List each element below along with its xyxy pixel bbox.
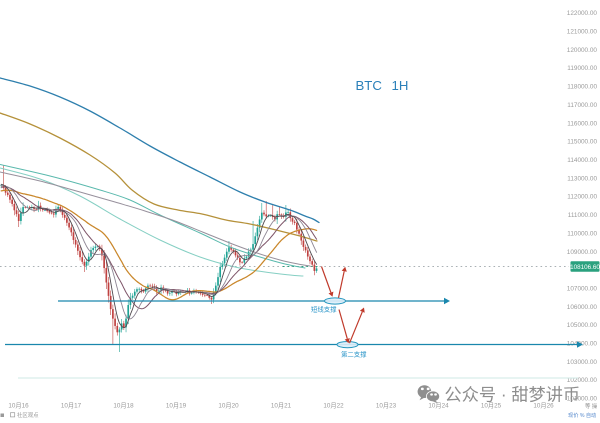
svg-text:113000.00: 113000.00: [567, 175, 597, 182]
svg-text:121000.00: 121000.00: [567, 29, 598, 36]
svg-text:10月17: 10月17: [61, 402, 82, 410]
svg-text:BTC: BTC: [356, 78, 383, 93]
svg-text:109000.00: 109000.00: [567, 249, 598, 256]
svg-text:10月16: 10月16: [8, 402, 29, 410]
svg-text:117000.00: 117000.00: [567, 102, 597, 109]
svg-text:10月25: 10月25: [481, 402, 502, 410]
svg-text:104000.00: 104000.00: [567, 341, 598, 348]
svg-text:10月24: 10月24: [428, 402, 449, 410]
svg-text:101000.00: 101000.00: [567, 396, 598, 403]
svg-text:112000.00: 112000.00: [567, 194, 597, 201]
svg-text:122000.00: 122000.00: [567, 10, 598, 17]
svg-text:10月26: 10月26: [533, 402, 554, 410]
svg-text:公众号 · 甜梦讲币: 公众号 · 甜梦讲币: [445, 385, 581, 405]
svg-text:103000.00: 103000.00: [567, 359, 598, 366]
svg-text:10月22: 10月22: [323, 402, 344, 410]
svg-text:102000.00: 102000.00: [567, 377, 598, 384]
svg-text:10月19: 10月19: [166, 402, 187, 410]
svg-text:110000.00: 110000.00: [567, 230, 597, 237]
svg-text:等 操: 等 操: [585, 402, 598, 410]
svg-text:10月23: 10月23: [376, 402, 397, 410]
svg-text:105000.00: 105000.00: [567, 322, 598, 329]
svg-text:第二支撑: 第二支撑: [341, 350, 367, 359]
svg-text:119000.00: 119000.00: [567, 65, 597, 72]
svg-text:短线支撑: 短线支撑: [311, 305, 337, 314]
svg-text:10月18: 10月18: [113, 402, 134, 410]
svg-text:现价 % 自动: 现价 % 自动: [568, 411, 596, 418]
svg-text:106000.00: 106000.00: [567, 304, 598, 311]
svg-text:114000.00: 114000.00: [567, 157, 597, 164]
svg-text:118000.00: 118000.00: [567, 84, 597, 91]
svg-text:107000.00: 107000.00: [567, 285, 598, 292]
svg-text:108106.60: 108106.60: [570, 264, 600, 271]
svg-text:10月21: 10月21: [271, 402, 292, 410]
svg-text:115000.00: 115000.00: [567, 139, 597, 146]
svg-text:120000.00: 120000.00: [567, 47, 598, 54]
svg-text:1H: 1H: [392, 78, 409, 93]
svg-text:社区观点: 社区观点: [17, 411, 39, 418]
svg-text:116000.00: 116000.00: [567, 120, 597, 127]
svg-text:10月20: 10月20: [218, 402, 239, 410]
svg-text:111000.00: 111000.00: [568, 212, 598, 219]
